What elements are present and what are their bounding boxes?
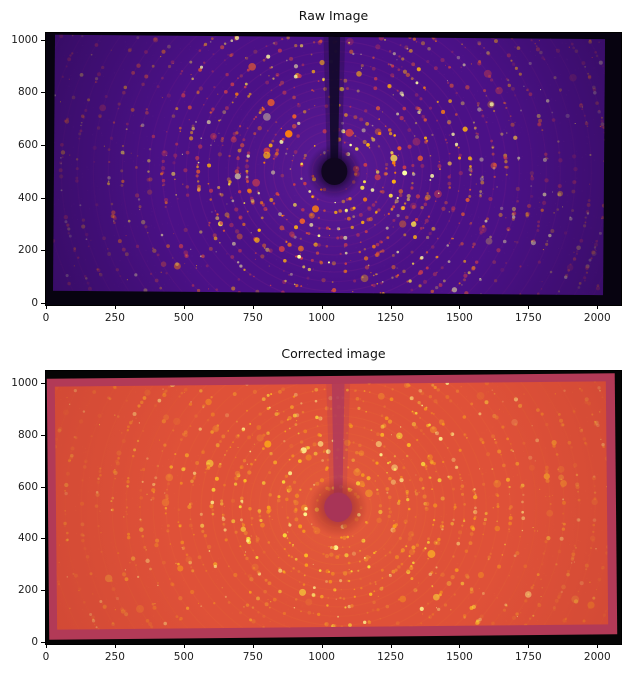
x-tick-mark — [252, 644, 254, 648]
raw-image-title: Raw Image — [298, 8, 369, 23]
x-tick-mark — [46, 644, 47, 648]
y-tick-label: 1000 — [11, 33, 38, 46]
x-tick-label: 0 — [42, 651, 50, 663]
x-tick-mark — [528, 305, 530, 309]
y-tick-label: 1000 — [11, 376, 38, 389]
x-tick-label: 1500 — [446, 312, 473, 324]
x-tick-label: 500 — [173, 651, 194, 663]
x-tick-label: 1250 — [377, 651, 404, 663]
x-tick-mark — [321, 305, 323, 309]
x-tick-label: 2000 — [583, 651, 611, 663]
x-tick-mark — [459, 305, 461, 309]
x-tick-mark — [114, 644, 116, 648]
x-tick-mark — [183, 305, 185, 309]
x-tick-label: 0 — [42, 312, 50, 324]
raw-image-canvas — [46, 33, 621, 305]
raw-image-axes — [45, 32, 622, 306]
x-tick-mark — [390, 305, 392, 309]
x-tick-label: 2000 — [583, 312, 611, 324]
x-tick-label: 250 — [104, 312, 125, 324]
x-tick-mark — [597, 305, 599, 309]
y-tick-label: 400 — [17, 532, 38, 545]
y-tick-mark — [41, 590, 45, 592]
y-tick-label: 0 — [31, 635, 38, 648]
x-tick-label: 1000 — [308, 312, 335, 324]
x-tick-mark — [321, 644, 323, 648]
y-tick-label: 200 — [17, 584, 38, 597]
y-tick-mark — [41, 39, 45, 41]
x-tick-mark — [390, 644, 392, 648]
x-tick-label: 750 — [242, 312, 263, 324]
y-tick-mark — [41, 197, 45, 199]
y-tick-mark — [41, 92, 45, 94]
x-tick-mark — [528, 644, 530, 648]
x-tick-label: 1750 — [515, 312, 542, 324]
y-tick-mark — [41, 538, 45, 540]
x-tick-label: 250 — [104, 651, 125, 663]
y-tick-label: 0 — [31, 296, 38, 309]
x-tick-mark — [252, 305, 254, 309]
y-tick-mark — [41, 250, 45, 252]
x-tick-label: 1750 — [515, 651, 542, 663]
y-tick-mark — [41, 145, 45, 147]
y-tick-mark — [41, 434, 45, 436]
x-tick-mark — [459, 644, 461, 648]
y-tick-label: 800 — [17, 86, 38, 99]
y-tick-label: 800 — [17, 428, 38, 441]
x-tick-mark — [183, 644, 185, 648]
x-tick-mark — [46, 305, 47, 309]
x-tick-label: 1000 — [308, 651, 335, 663]
y-tick-label: 400 — [17, 191, 38, 204]
x-tick-label: 1250 — [377, 312, 404, 324]
x-tick-label: 750 — [242, 651, 263, 663]
y-tick-mark — [41, 302, 45, 304]
y-tick-label: 200 — [17, 244, 38, 257]
y-tick-label: 600 — [17, 480, 38, 493]
x-tick-mark — [114, 305, 116, 309]
corrected-image-canvas — [46, 371, 621, 644]
x-tick-mark — [597, 644, 599, 648]
corrected-image-title: Corrected image — [281, 346, 386, 361]
y-tick-mark — [41, 486, 45, 488]
y-tick-mark — [41, 382, 45, 384]
x-tick-label: 1500 — [446, 651, 473, 663]
corrected-image-axes — [45, 370, 622, 645]
x-tick-label: 500 — [173, 312, 194, 324]
y-tick-label: 600 — [17, 139, 38, 152]
y-tick-mark — [41, 641, 45, 643]
